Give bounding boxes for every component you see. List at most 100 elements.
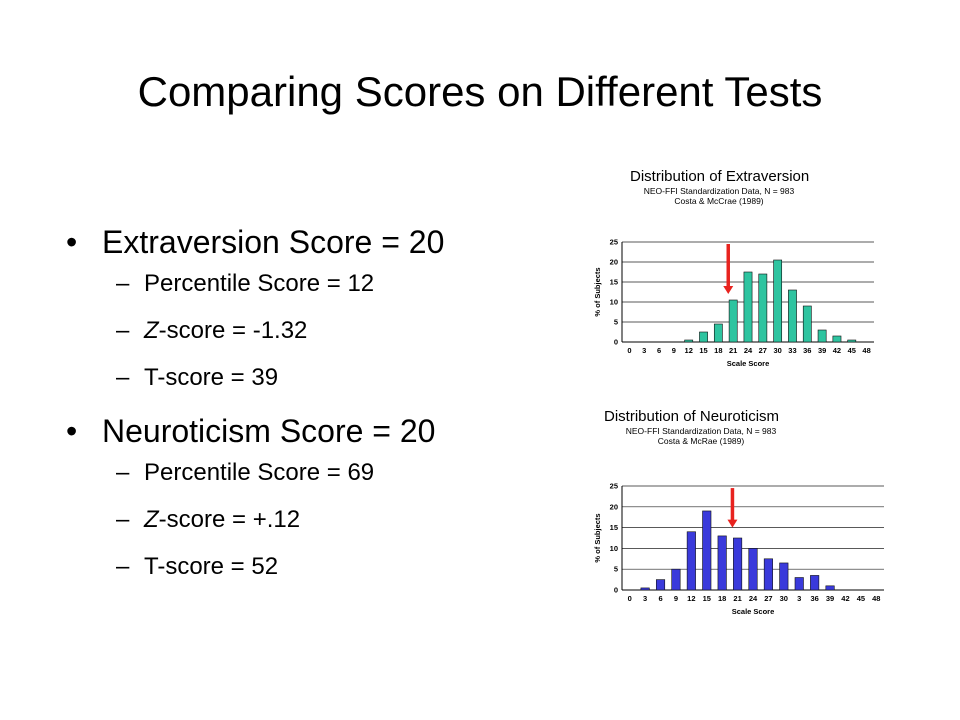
bar [655,579,666,591]
x-tick-label: 21 [729,346,737,355]
chart-title: Distribution of Neuroticism [604,408,779,425]
x-tick-label: 15 [703,594,711,603]
x-tick-label: 48 [872,594,880,603]
bar [699,331,708,343]
x-tick-label: 9 [674,594,678,603]
y-tick-label: 15 [610,523,618,532]
chart-extraversion: Distribution of Extraversion NEO-FFI Stan… [578,160,888,380]
bar [758,273,768,343]
bar [713,323,723,343]
dash-symbol: – [116,459,130,486]
marker-arrow [723,244,734,294]
bar [640,587,650,591]
x-tick-label: 30 [780,594,788,603]
y-tick-label: 15 [610,278,618,287]
marker-arrow [727,488,738,528]
bullet-extraversion: • Extraversion Score = 20 [64,222,564,262]
x-axis-label: Scale Score [727,359,770,368]
slide-title: Comparing Scores on Different Tests [137,68,823,115]
x-axis-label: Scale Score [732,607,775,616]
x-tick-label: 45 [857,594,865,603]
dash-symbol: – [116,270,130,297]
y-axis-label: % of Subjects [593,267,602,316]
x-tick-label: 3 [643,594,647,603]
y-tick-label: 5 [614,318,618,327]
sub-suffix: -score = +.12 [158,506,301,533]
sub-item: – Z-score = +.12 [64,506,564,534]
sub-item: – T-score = 39 [64,364,564,392]
y-tick-label: 5 [614,565,618,574]
y-tick-label: 10 [610,298,618,307]
x-tick-label: 0 [627,346,631,355]
dash-symbol: – [116,317,130,344]
sub-prefix: Percentile Score = 69 [144,459,375,486]
sub-list-neuroticism: – Percentile Score = 69 – Z-score = +.12… [64,459,564,581]
bar [773,259,783,343]
x-tick-label: 6 [657,346,661,355]
bullet-symbol: • [66,413,78,449]
y-tick-label: 0 [614,586,618,595]
bar [779,562,789,591]
sub-italic: Z [144,317,159,344]
y-tick-label: 25 [610,482,618,491]
bar [702,510,712,591]
sub-italic: Z [144,506,159,533]
bar [684,339,694,343]
bar [810,575,820,591]
chart-subtitle: Costa & McCrae (1989) [674,196,763,206]
chart-subtitle: NEO-FFI Standardization Data, N = 983 [644,186,795,196]
bar [788,289,797,343]
y-tick-label: 20 [610,502,618,511]
bar [733,537,743,591]
sub-prefix: Percentile Score = 12 [144,270,375,297]
x-tick-label: 42 [833,346,841,355]
chart-subtitle: NEO-FFI Standardization Data, N = 983 [626,426,777,436]
bar [728,299,738,343]
x-tick-label: 6 [658,594,662,603]
bar [817,329,827,343]
bar [763,558,773,591]
sub-prefix: T-score = 39 [144,364,279,391]
sub-suffix: -score = -1.32 [158,317,308,344]
bar [825,585,835,591]
x-tick-label: 45 [848,346,856,355]
bullet-list: • Extraversion Score = 20 – Percentile S… [64,222,564,600]
x-tick-label: 42 [841,594,849,603]
sub-prefix: T-score = 52 [144,553,279,580]
x-tick-label: 3 [797,594,801,603]
dash-symbol: – [116,364,130,391]
x-tick-label: 24 [749,594,758,603]
dash-symbol: – [116,553,130,580]
x-tick-label: 27 [764,594,772,603]
y-tick-label: 25 [610,238,618,247]
x-tick-label: 36 [803,346,811,355]
bar [794,577,804,591]
x-tick-label: 27 [759,346,767,355]
sub-item: – Percentile Score = 12 [64,270,564,298]
bullet-label: Extraversion Score = 20 [102,224,445,260]
chart-subtitle: Costa & McRae (1989) [658,436,745,446]
bar [847,339,857,343]
x-tick-label: 24 [744,346,753,355]
bullet-label: Neuroticism Score = 20 [102,413,436,449]
sub-item: – Z-score = -1.32 [64,317,564,345]
marker-arrow-head [727,519,738,528]
bar [717,535,727,591]
bar [832,335,842,343]
dash-symbol: – [116,506,130,533]
y-tick-label: 10 [610,544,618,553]
x-tick-label: 33 [788,346,796,355]
x-tick-label: 0 [628,594,632,603]
y-tick-label: 0 [614,338,618,347]
sub-list-extraversion: – Percentile Score = 12 – Z-score = -1.3… [64,270,564,392]
x-tick-label: 3 [642,346,646,355]
y-axis-label: % of Subjects [593,513,602,562]
bar [686,531,696,591]
sub-item: – Percentile Score = 69 [64,459,564,487]
bar [802,305,812,343]
x-tick-label: 18 [714,346,722,355]
x-tick-label: 36 [810,594,818,603]
x-tick-label: 12 [685,346,693,355]
bullet-neuroticism: • Neuroticism Score = 20 [64,411,564,451]
